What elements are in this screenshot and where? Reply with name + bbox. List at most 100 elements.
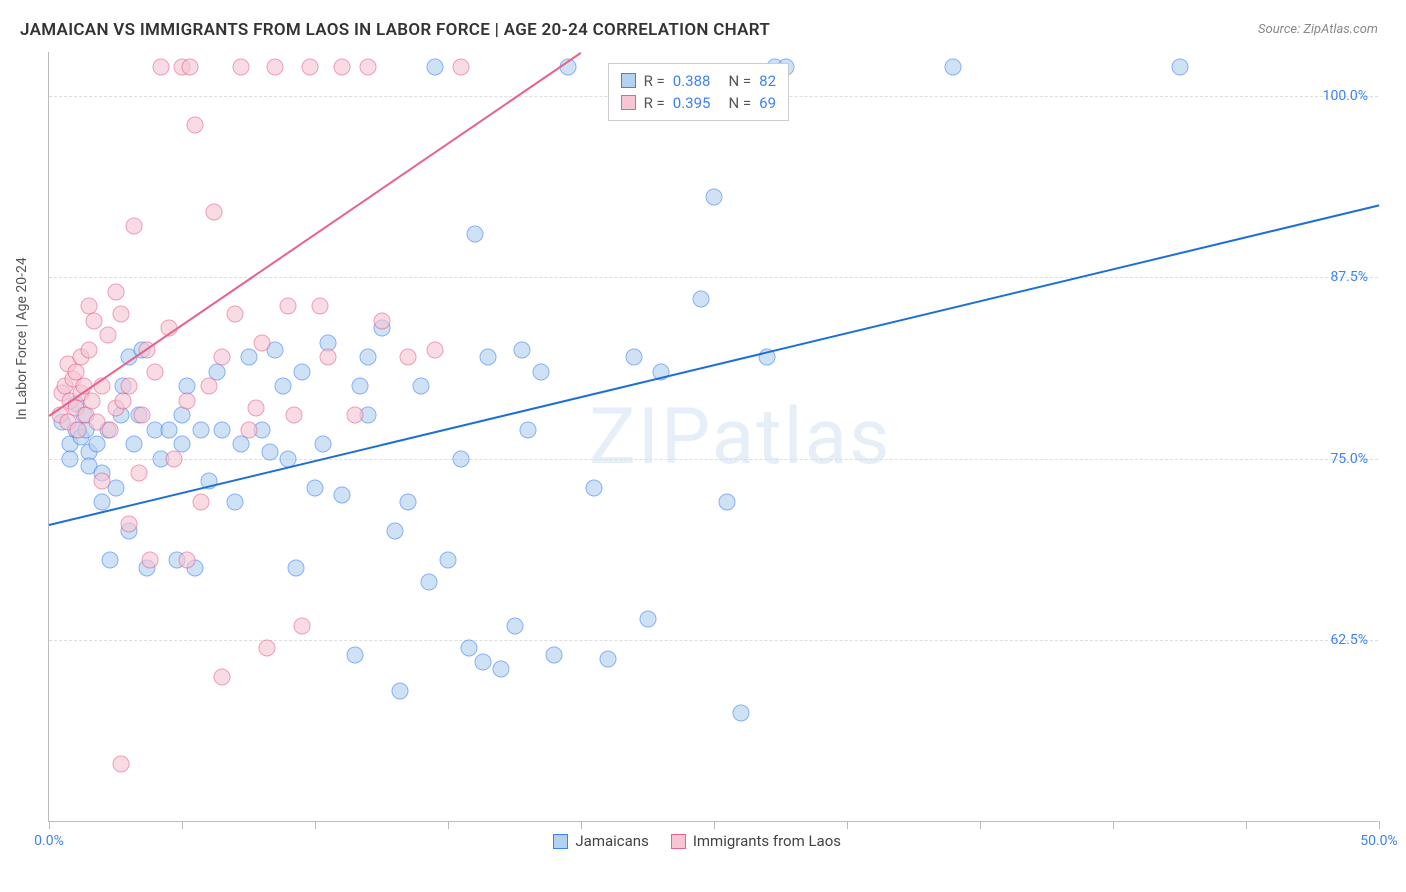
scatter-point bbox=[174, 407, 191, 424]
scatter-point bbox=[533, 363, 550, 380]
scatter-point bbox=[147, 363, 164, 380]
scatter-point bbox=[253, 334, 270, 351]
y-axis-label: In Labor Force | Age 20-24 bbox=[14, 257, 30, 420]
scatter-point bbox=[213, 349, 230, 366]
scatter-point bbox=[166, 450, 183, 467]
scatter-point bbox=[179, 392, 196, 409]
y-tick-label: 62.5% bbox=[1330, 632, 1368, 648]
scatter-point bbox=[187, 116, 204, 133]
chart-container: JAMAICAN VS IMMIGRANTS FROM LAOS IN LABO… bbox=[0, 0, 1406, 892]
scatter-point bbox=[160, 421, 177, 438]
legend-swatch bbox=[621, 73, 636, 88]
scatter-point bbox=[301, 58, 318, 75]
scatter-point bbox=[440, 552, 457, 569]
scatter-point bbox=[474, 654, 491, 671]
scatter-point bbox=[360, 58, 377, 75]
scatter-point bbox=[181, 58, 198, 75]
scatter-point bbox=[112, 755, 129, 772]
legend-label: Immigrants from Laos bbox=[693, 832, 841, 850]
plot-area: ZIPatlas 62.5%75.0%87.5%100.0%0.0%50.0%R… bbox=[48, 52, 1378, 822]
scatter-point bbox=[413, 378, 430, 395]
scatter-point bbox=[205, 203, 222, 220]
scatter-point bbox=[546, 646, 563, 663]
legend-item: Immigrants from Laos bbox=[671, 832, 841, 850]
scatter-point bbox=[352, 378, 369, 395]
scatter-point bbox=[333, 487, 350, 504]
source-label: Source: ZipAtlas.com bbox=[1258, 22, 1378, 37]
scatter-point bbox=[293, 363, 310, 380]
grid-line bbox=[49, 459, 1378, 460]
legend-swatch bbox=[621, 95, 636, 110]
n-label: N = bbox=[728, 72, 751, 90]
scatter-point bbox=[192, 494, 209, 511]
stats-legend: R =0.388N =82R =0.395N =69 bbox=[608, 63, 789, 121]
scatter-point bbox=[120, 516, 137, 533]
scatter-point bbox=[346, 646, 363, 663]
scatter-point bbox=[639, 610, 656, 627]
scatter-point bbox=[599, 651, 616, 668]
scatter-point bbox=[86, 312, 103, 329]
scatter-point bbox=[706, 189, 723, 206]
scatter-point bbox=[267, 58, 284, 75]
scatter-point bbox=[400, 494, 417, 511]
chart-title: JAMAICAN VS IMMIGRANTS FROM LAOS IN LABO… bbox=[20, 20, 770, 40]
scatter-point bbox=[259, 639, 276, 656]
scatter-point bbox=[719, 494, 736, 511]
scatter-point bbox=[1171, 58, 1188, 75]
legend-item: Jamaicans bbox=[553, 832, 648, 850]
scatter-point bbox=[466, 225, 483, 242]
scatter-point bbox=[314, 436, 331, 453]
x-tick bbox=[1379, 821, 1380, 829]
r-label: R = bbox=[644, 72, 665, 90]
x-tick-label: 50.0% bbox=[1360, 833, 1398, 849]
scatter-point bbox=[142, 552, 159, 569]
scatter-point bbox=[479, 349, 496, 366]
scatter-point bbox=[115, 392, 132, 409]
legend-label: Jamaicans bbox=[575, 832, 648, 850]
scatter-point bbox=[493, 661, 510, 678]
x-tick-label: 0.0% bbox=[34, 833, 64, 849]
stats-legend-row: R = 0.388 N = 82 bbox=[621, 70, 776, 92]
scatter-point bbox=[120, 378, 137, 395]
scatter-point bbox=[232, 436, 249, 453]
scatter-point bbox=[227, 494, 244, 511]
x-tick bbox=[315, 821, 316, 829]
y-tick-label: 87.5% bbox=[1330, 269, 1368, 285]
scatter-point bbox=[400, 349, 417, 366]
n-value: 69 bbox=[759, 94, 776, 112]
legend-swatch bbox=[553, 834, 568, 849]
x-tick bbox=[581, 821, 582, 829]
n-value: 82 bbox=[759, 72, 776, 90]
scatter-point bbox=[94, 494, 111, 511]
scatter-point bbox=[248, 399, 265, 416]
x-tick bbox=[182, 821, 183, 829]
scatter-point bbox=[99, 327, 116, 344]
scatter-point bbox=[240, 421, 257, 438]
scatter-point bbox=[107, 283, 124, 300]
trend-line bbox=[48, 52, 581, 417]
r-label: R = bbox=[644, 94, 665, 112]
scatter-point bbox=[70, 421, 87, 438]
scatter-point bbox=[112, 305, 129, 322]
scatter-point bbox=[453, 450, 470, 467]
scatter-point bbox=[126, 218, 143, 235]
scatter-point bbox=[333, 58, 350, 75]
scatter-point bbox=[102, 552, 119, 569]
r-value: 0.388 bbox=[673, 72, 711, 90]
x-tick bbox=[847, 821, 848, 829]
scatter-point bbox=[227, 305, 244, 322]
scatter-point bbox=[80, 341, 97, 358]
scatter-point bbox=[288, 559, 305, 576]
scatter-point bbox=[461, 639, 478, 656]
y-tick-label: 100.0% bbox=[1323, 88, 1368, 104]
scatter-point bbox=[626, 349, 643, 366]
scatter-point bbox=[307, 479, 324, 496]
x-tick bbox=[714, 821, 715, 829]
x-tick bbox=[1246, 821, 1247, 829]
scatter-point bbox=[152, 58, 169, 75]
watermark: ZIPatlas bbox=[589, 392, 891, 483]
scatter-point bbox=[213, 668, 230, 685]
scatter-point bbox=[506, 617, 523, 634]
scatter-point bbox=[280, 298, 297, 315]
scatter-point bbox=[386, 523, 403, 540]
